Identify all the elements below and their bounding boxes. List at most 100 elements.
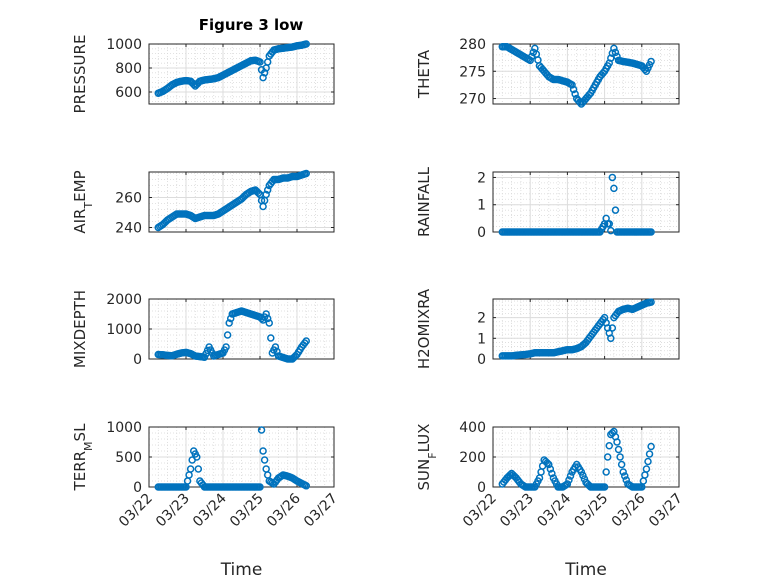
y-axis-label: H2OMIXRA (415, 288, 433, 369)
x-tick-label: 03/27 (646, 491, 686, 531)
data-point (302, 482, 310, 490)
data-point (260, 69, 269, 77)
data-point (571, 90, 579, 98)
data-point (647, 57, 655, 66)
y-tick-label: 600 (115, 85, 142, 101)
y-tick-label: 0 (477, 352, 486, 368)
y-tick-label: 200 (459, 450, 486, 466)
data-point (548, 469, 556, 478)
data-point (619, 468, 627, 476)
data-point (189, 80, 198, 89)
axes-box (492, 298, 680, 360)
data-point (302, 40, 310, 48)
axes-rainfall: 0 1 2 RAINFALL (415, 166, 680, 241)
data-point (568, 81, 576, 89)
data-point (506, 471, 514, 479)
data-point (647, 442, 655, 451)
data-point (223, 331, 232, 339)
x-tick-label: 03/24 (190, 490, 230, 530)
y-tick-label: 500 (115, 450, 142, 466)
x-tick-label: 03/23 (153, 491, 193, 531)
y-tick-label: 0 (477, 225, 486, 241)
data-point (262, 190, 270, 199)
data-point (257, 426, 266, 434)
axes-h2omixra: 0 1 2 H2OMIXRA (415, 288, 680, 369)
y-axis-label: SUNFLUX (415, 424, 439, 491)
data-point (222, 343, 230, 351)
data-point (259, 73, 267, 82)
y-tick-label: 1 (477, 331, 486, 347)
data-point (603, 453, 612, 461)
x-tick-label: 03/25 (572, 491, 612, 531)
data-point (225, 319, 233, 327)
data-point (611, 48, 620, 57)
data-point (617, 460, 626, 469)
data-point (271, 343, 280, 351)
y-axis-label: MIXDEPTH (71, 290, 89, 368)
data-point (644, 457, 652, 466)
data-point (260, 456, 269, 464)
data-point (608, 173, 617, 182)
data-point (545, 460, 553, 469)
y-tick-label: 2 (477, 311, 486, 327)
data-point (614, 445, 623, 454)
data-point (647, 228, 655, 236)
y-tick-label: 2 (477, 170, 486, 186)
data-point (605, 442, 613, 450)
x-tick-label: 03/27 (301, 491, 341, 531)
data-point (563, 480, 572, 488)
data-point (616, 453, 624, 461)
data-point (610, 44, 618, 53)
x-tick-label: 03/22 (460, 491, 500, 531)
y-axis-label: TERRMSL (71, 423, 95, 492)
data-point (262, 310, 270, 318)
y-axis-label: AIRTEMP (71, 170, 95, 233)
y-tick-label: 2000 (106, 292, 142, 308)
data-point (605, 220, 613, 228)
y-tick-label: 0 (133, 480, 142, 496)
data-point (647, 298, 655, 306)
data-point (579, 471, 587, 480)
figure-title: Figure 3 low (199, 16, 304, 34)
axes-sun-flux: 0 200 400 SUNFLUX 03/2203/2303/2403/2503/260… (415, 420, 686, 580)
y-tick-label: 1 (477, 198, 486, 214)
data-point (194, 465, 203, 473)
x-axis-label: Time (220, 560, 263, 580)
data-point (642, 465, 651, 473)
axes-pressure: 600 800 1000 PRESSURE (71, 35, 335, 114)
data-point (267, 334, 275, 342)
x-tick-label: 03/26 (264, 490, 304, 530)
data-point (645, 450, 654, 458)
y-axis-label: PRESSURE (71, 35, 89, 114)
data-point (610, 184, 618, 193)
y-tick-label: 275 (459, 64, 486, 80)
data-point (600, 483, 609, 491)
data-point (254, 189, 263, 197)
y-tick-label: 1000 (106, 322, 142, 338)
data-point (259, 447, 267, 455)
y-tick-label: 0 (133, 352, 142, 368)
axes-terr-msl: 0 500 1000 TERRMSL 03/2203/2303/2403/2503/26… (71, 420, 341, 580)
y-tick-label: 800 (115, 61, 142, 77)
data-point (543, 459, 551, 467)
data-point (607, 334, 615, 343)
data-point (265, 319, 273, 327)
x-tick-label: 03/23 (497, 491, 537, 531)
data-point (263, 314, 272, 323)
y-tick-label: 270 (459, 92, 486, 108)
y-tick-label: 1000 (106, 420, 142, 436)
y-tick-label: 240 (115, 221, 142, 237)
data-point (608, 324, 617, 332)
y-tick-label: 1000 (106, 37, 142, 53)
data-point (565, 476, 573, 484)
y-tick-label: 0 (477, 480, 486, 496)
data-point (263, 186, 272, 194)
axes-theta: 270 275 280 THETA (415, 37, 680, 108)
y-tick-label: 260 (115, 191, 142, 207)
y-tick-label: 280 (459, 37, 486, 53)
data-point (302, 169, 310, 178)
y-axis-label: THETA (415, 49, 433, 99)
axes-box (148, 171, 335, 233)
x-axis-label: Time (564, 560, 607, 580)
